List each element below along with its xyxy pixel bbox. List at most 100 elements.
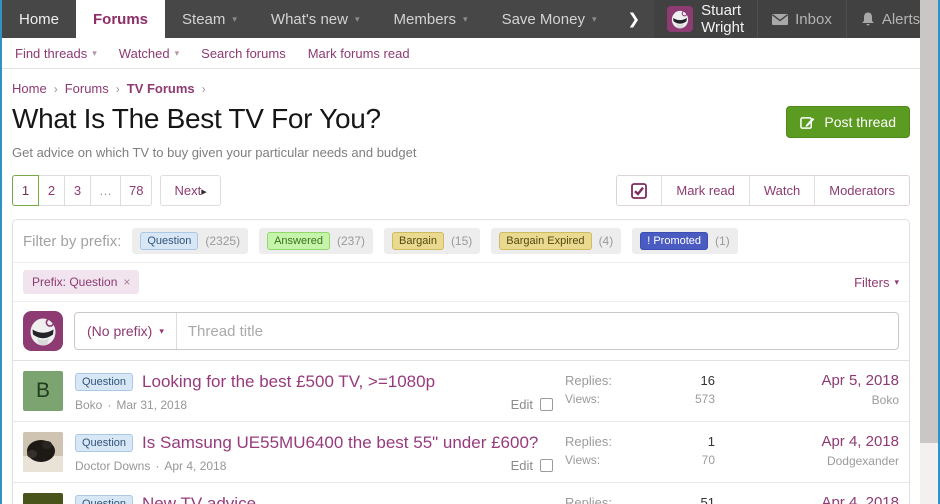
chevron-down-icon: ▾ bbox=[159, 325, 164, 336]
question-badge[interactable]: Question bbox=[75, 434, 134, 452]
thread-row: P Question New TV advice psalliss · Mar … bbox=[13, 483, 909, 504]
last-post-info: Apr 4, 2018 Dodgexander bbox=[727, 493, 899, 504]
thread-title-input[interactable] bbox=[176, 313, 898, 349]
subnav-find-threads[interactable]: Find threads ▾ bbox=[15, 45, 97, 61]
filter-answered[interactable]: Answered (237) bbox=[259, 228, 374, 254]
answered-badge: Answered bbox=[267, 232, 330, 250]
page-button-1[interactable]: 1 bbox=[12, 175, 39, 206]
author-link[interactable]: Doctor Downs bbox=[75, 458, 151, 473]
select-all-checkbox-button[interactable] bbox=[617, 176, 661, 205]
breadcrumb-forums[interactable]: Forums bbox=[64, 81, 109, 96]
alerts-button[interactable]: Alerts bbox=[845, 0, 920, 38]
page-button-78[interactable]: 78 bbox=[120, 175, 153, 206]
thread-list-panel: Filter by prefix: Question (2325) Answer… bbox=[12, 219, 910, 504]
thread-title-link[interactable]: Looking for the best £500 TV, >=1080p bbox=[142, 372, 436, 391]
last-post-user[interactable]: Dodgexander bbox=[826, 454, 899, 468]
breadcrumb-home[interactable]: Home bbox=[12, 81, 47, 96]
pagination-toolbar-row: 1 2 3 … 78 Next▸ Mark read Watch Moderat… bbox=[12, 175, 910, 206]
question-badge: Question bbox=[140, 232, 199, 250]
thread-stats: Replies:51 Views:1,725 bbox=[565, 493, 715, 504]
main-navbar: Home Forums Steam ▾ What's new ▾ Members ▾ … bbox=[2, 0, 920, 38]
chevron-down-icon: ▾ bbox=[591, 13, 597, 24]
replies-count: 1 bbox=[707, 434, 715, 449]
subnav-search-forums[interactable]: Search forums bbox=[201, 45, 286, 61]
replies-count: 16 bbox=[700, 373, 715, 388]
nav-item-steam[interactable]: Steam ▾ bbox=[182, 10, 237, 28]
edit-checkbox[interactable] bbox=[540, 459, 553, 472]
watch-button[interactable]: Watch bbox=[748, 176, 814, 205]
quick-thread-row: (No prefix) ▾ bbox=[13, 302, 909, 361]
breadcrumb: Home › Forums › TV Forums › bbox=[12, 81, 910, 96]
thread-toolbar: Mark read Watch Moderators bbox=[616, 175, 910, 206]
prefix-select[interactable]: (No prefix) ▾ bbox=[75, 313, 177, 349]
active-prefix-filter[interactable]: Prefix: Question × bbox=[23, 270, 140, 294]
mark-read-button[interactable]: Mark read bbox=[661, 176, 749, 205]
thread-stats: Replies: 16 Views: 573 bbox=[565, 373, 715, 406]
avatar[interactable]: B bbox=[23, 371, 63, 411]
page-title: What Is The Best TV For You? bbox=[12, 103, 381, 134]
forum-subnav: Find threads ▾ Watched ▾ Search forums Mar… bbox=[2, 38, 920, 69]
edit-checkbox[interactable] bbox=[540, 398, 553, 411]
breadcrumb-tv-forums[interactable]: TV Forums bbox=[126, 81, 195, 96]
remove-filter-icon[interactable]: × bbox=[123, 275, 131, 289]
thread-date[interactable]: Apr 4, 2018 bbox=[164, 458, 227, 473]
page-button-3[interactable]: 3 bbox=[64, 175, 91, 206]
checkbox-checked-icon bbox=[631, 182, 648, 199]
filter-question[interactable]: Question (2325) bbox=[132, 228, 249, 254]
envelope-icon bbox=[772, 13, 789, 25]
inbox-button[interactable]: Inbox bbox=[757, 0, 846, 38]
next-page-button[interactable]: Next▸ bbox=[160, 175, 221, 206]
moderators-button[interactable]: Moderators bbox=[814, 176, 909, 205]
thread-date[interactable]: Mar 31, 2018 bbox=[116, 397, 188, 412]
bargain-badge: Bargain bbox=[392, 232, 444, 250]
nav-item-save-money[interactable]: Save Money ▾ bbox=[501, 10, 597, 28]
chevron-right-icon: › bbox=[53, 81, 58, 96]
avatar[interactable] bbox=[23, 432, 63, 472]
edit-control: Edit bbox=[511, 397, 553, 412]
subnav-watched[interactable]: Watched ▾ bbox=[118, 45, 180, 61]
promoted-badge: ! Promoted bbox=[640, 232, 709, 250]
last-post-date-link[interactable]: Apr 4, 2018 bbox=[821, 494, 899, 504]
author-link[interactable]: Boko bbox=[75, 397, 103, 412]
compose-icon bbox=[800, 115, 815, 130]
post-thread-button[interactable]: Post thread bbox=[786, 106, 910, 138]
last-post-info: Apr 4, 2018 Dodgexander bbox=[727, 432, 899, 473]
prefix-filter-row: Filter by prefix: Question (2325) Answer… bbox=[13, 220, 909, 263]
question-badge[interactable]: Question bbox=[75, 373, 134, 391]
page-button-2[interactable]: 2 bbox=[38, 175, 65, 206]
question-badge[interactable]: Question bbox=[75, 495, 134, 504]
stormtrooper-avatar bbox=[23, 311, 63, 351]
thread-stats: Replies: 1 Views: 70 bbox=[565, 434, 715, 467]
chevron-down-icon: ▾ bbox=[92, 47, 97, 58]
replies-count: 51 bbox=[700, 495, 715, 504]
account-menu[interactable]: Stuart Wright bbox=[654, 0, 757, 38]
page-content: Home › Forums › TV Forums › What Is The … bbox=[2, 69, 920, 504]
subnav-mark-forums-read[interactable]: Mark forums read bbox=[307, 45, 410, 61]
bargain-expired-badge: Bargain Expired bbox=[499, 232, 592, 250]
filter-bargain-expired[interactable]: Bargain Expired (4) bbox=[491, 228, 622, 254]
title-row: What Is The Best TV For You? Post thread bbox=[12, 103, 910, 138]
filters-dropdown[interactable]: Filters ▾ bbox=[854, 274, 899, 290]
last-post-date-link[interactable]: Apr 5, 2018 bbox=[821, 372, 899, 389]
chevron-down-icon: ▾ bbox=[174, 47, 180, 58]
chevron-right-icon: › bbox=[201, 81, 206, 96]
nav-item-home[interactable]: Home bbox=[19, 10, 60, 28]
nav-expand-chevron-icon[interactable]: ❯ bbox=[627, 11, 641, 28]
active-filter-row: Prefix: Question × Filters ▾ bbox=[13, 263, 909, 302]
filter-bargain[interactable]: Bargain (15) bbox=[384, 228, 481, 254]
thread-title-link[interactable]: New TV advice bbox=[142, 494, 257, 504]
views-count: 70 bbox=[701, 453, 715, 467]
browser-page: Home Forums Steam ▾ What's new ▾ Members ▾ … bbox=[2, 0, 920, 504]
thread-title-link[interactable]: Is Samsung UE55MU6400 the best 55" under… bbox=[142, 433, 539, 452]
nav-item-whats-new[interactable]: What's new ▾ bbox=[270, 10, 360, 28]
filter-promoted[interactable]: ! Promoted (1) bbox=[632, 228, 738, 254]
nav-item-forums[interactable]: Forums bbox=[76, 0, 166, 38]
last-post-user[interactable]: Boko bbox=[871, 393, 899, 407]
scrollbar-thumb[interactable] bbox=[920, 0, 938, 443]
avatar[interactable]: P bbox=[23, 493, 63, 504]
filter-by-prefix-label: Filter by prefix: bbox=[23, 232, 122, 250]
last-post-date-link[interactable]: Apr 4, 2018 bbox=[821, 433, 899, 450]
vertical-scrollbar[interactable] bbox=[920, 0, 938, 504]
nav-item-members[interactable]: Members ▾ bbox=[393, 10, 468, 28]
username: Stuart Wright bbox=[701, 2, 745, 36]
